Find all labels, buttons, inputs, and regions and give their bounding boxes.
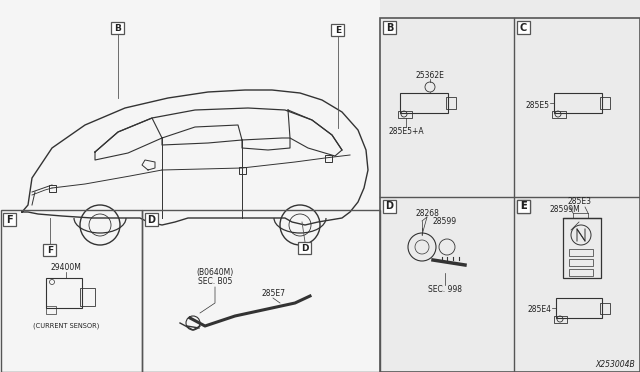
Bar xyxy=(380,18,640,372)
Bar xyxy=(446,97,456,109)
Text: SEC. 998: SEC. 998 xyxy=(428,285,462,295)
Text: 285E5: 285E5 xyxy=(526,100,550,109)
Text: 28599M: 28599M xyxy=(550,205,580,214)
Text: 285E7: 285E7 xyxy=(261,289,285,298)
Bar xyxy=(111,22,124,34)
Bar xyxy=(383,200,396,213)
Bar xyxy=(331,24,344,36)
Text: B: B xyxy=(115,23,122,32)
Bar xyxy=(556,298,602,318)
Text: F: F xyxy=(6,215,13,225)
Bar xyxy=(383,21,396,34)
Bar xyxy=(517,21,530,34)
Text: D: D xyxy=(301,244,308,253)
Text: 28268: 28268 xyxy=(415,208,439,218)
Text: C: C xyxy=(520,22,527,32)
Bar xyxy=(80,288,95,306)
Text: B: B xyxy=(386,22,393,32)
Bar xyxy=(552,111,566,118)
Text: E: E xyxy=(520,201,527,211)
Bar xyxy=(569,249,593,256)
Bar xyxy=(49,185,56,192)
Text: (B0640M): (B0640M) xyxy=(196,267,234,276)
Text: E: E xyxy=(520,201,527,211)
Bar xyxy=(600,97,610,109)
Bar xyxy=(400,93,448,113)
Bar xyxy=(3,213,16,226)
Bar xyxy=(324,154,332,161)
Text: (CURRENT SENSOR): (CURRENT SENSOR) xyxy=(33,323,99,329)
Bar xyxy=(569,269,593,276)
Bar xyxy=(380,0,640,372)
Bar xyxy=(145,213,158,226)
Bar xyxy=(142,210,380,372)
Bar xyxy=(1,210,142,372)
Bar xyxy=(0,0,380,372)
Text: 285E3: 285E3 xyxy=(567,196,591,205)
Text: 285E4: 285E4 xyxy=(528,305,552,314)
Text: F: F xyxy=(47,246,53,254)
Bar xyxy=(600,303,610,314)
Bar xyxy=(398,111,412,118)
Text: SEC. B05: SEC. B05 xyxy=(198,278,232,286)
Text: D: D xyxy=(385,201,394,211)
Text: 25362E: 25362E xyxy=(415,71,444,80)
Text: X253004B: X253004B xyxy=(595,360,635,369)
Bar xyxy=(554,93,602,113)
Bar xyxy=(517,200,530,213)
Bar xyxy=(46,306,56,314)
Bar xyxy=(46,278,82,308)
Bar xyxy=(239,167,246,173)
Bar xyxy=(517,200,530,213)
Bar xyxy=(43,244,56,256)
Bar xyxy=(563,218,601,278)
Text: 29400M: 29400M xyxy=(51,263,81,273)
Text: D: D xyxy=(147,215,156,225)
Text: 28599: 28599 xyxy=(433,217,457,225)
Bar xyxy=(569,259,593,266)
Bar xyxy=(554,316,567,323)
Text: 285E5+A: 285E5+A xyxy=(388,126,424,135)
Bar xyxy=(298,242,311,254)
Text: E: E xyxy=(335,26,341,35)
